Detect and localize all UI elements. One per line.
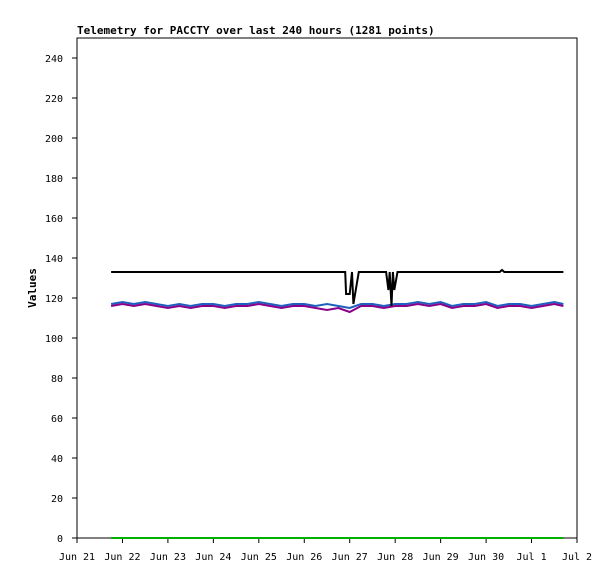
plot-area <box>76 37 578 539</box>
x-tick-label: Jun 21 <box>59 552 95 563</box>
y-tick-label: 220 <box>45 94 63 105</box>
y-tick-label: 140 <box>45 254 63 265</box>
x-tick-label: Jun 26 <box>286 552 322 563</box>
x-tick-label: Jul 2 <box>562 552 592 563</box>
y-tick-label: 180 <box>45 174 63 185</box>
y-tick-label: 160 <box>45 214 63 225</box>
series-line-1 <box>110 300 564 310</box>
x-tick-label: Jun 22 <box>104 552 140 563</box>
y-tick-label: 80 <box>51 374 63 385</box>
x-tick-label: Jun 25 <box>241 552 277 563</box>
x-tick-label: Jun 24 <box>195 552 231 563</box>
x-axis-ticks: Jun 21 Jun 22 Jun 23 Jun 24 Jun 25 Jun 26 Jun … <box>59 538 592 563</box>
series-layer <box>110 268 564 539</box>
x-tick-label: Jun 27 <box>332 552 368 563</box>
y-tick-label: 20 <box>51 494 63 505</box>
series-line-2 <box>110 302 564 314</box>
x-tick-label: Jun 23 <box>150 552 186 563</box>
y-tick-label: 40 <box>51 454 63 465</box>
y-axis-ticks: 0 20 40 60 80 100 120 140 160 180 200 220 240 <box>45 54 77 545</box>
x-tick-label: Jun 28 <box>377 552 413 563</box>
x-tick-label: Jul 1 <box>516 552 546 563</box>
y-tick-label: 200 <box>45 134 63 145</box>
y-tick-label: 100 <box>45 334 63 345</box>
series-line-3 <box>111 268 564 307</box>
y-tick-label: 240 <box>45 54 63 65</box>
y-tick-label: 0 <box>57 534 63 545</box>
chart-title: Telemetry for PACCTY over last 240 hours… <box>77 24 435 37</box>
y-axis-label: Values <box>26 268 39 308</box>
x-tick-label: Jun 30 <box>468 552 504 563</box>
y-tick-label: 120 <box>45 294 63 305</box>
y-tick-label: 60 <box>51 414 63 425</box>
x-tick-label: Jun 29 <box>423 552 459 563</box>
